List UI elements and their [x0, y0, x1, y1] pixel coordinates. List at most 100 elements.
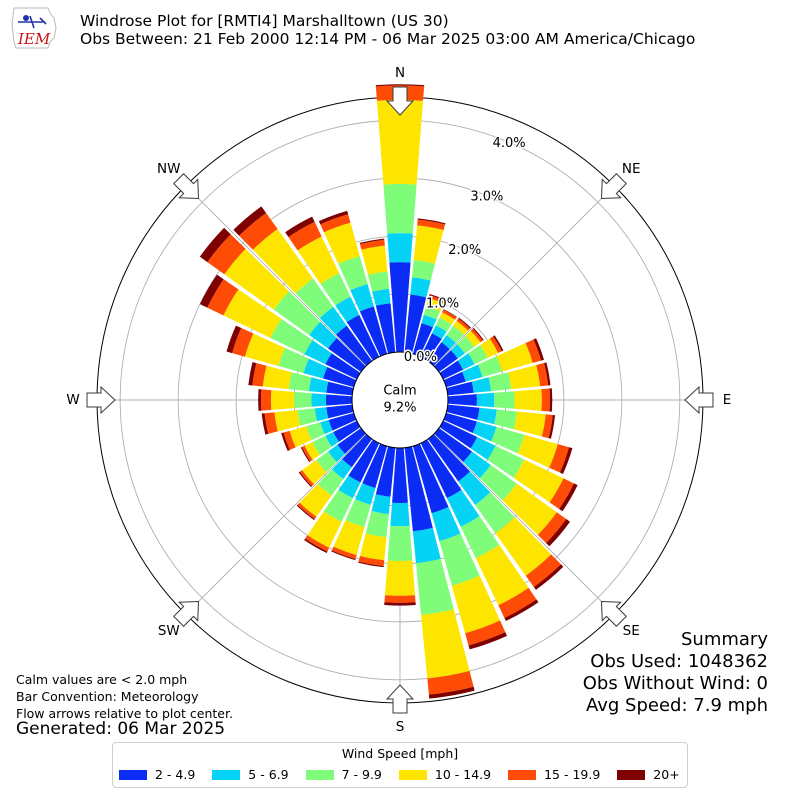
- grid-spoke: [433, 185, 615, 367]
- bar-segment: [359, 306, 388, 357]
- bar-segment: [389, 262, 411, 353]
- bar-segment: [367, 271, 390, 292]
- bar-segment: [248, 362, 257, 386]
- grid-spoke: [433, 433, 615, 615]
- summary-obs-without-wind: Obs Without Wind: 0: [582, 673, 768, 694]
- bar-segment: [435, 317, 452, 332]
- plot-title: Windrose Plot for [RMTI4] Marshalltown (…: [80, 12, 449, 30]
- generated-date: Generated: 06 Mar 2025: [16, 719, 226, 739]
- bar-segment: [417, 218, 446, 225]
- legend-label: 10 - 14.9: [434, 767, 492, 782]
- bar-segment: [421, 609, 470, 679]
- legend-label: 5 - 6.9: [248, 767, 289, 782]
- bar-segment: [439, 360, 464, 380]
- bar-segment: [384, 602, 416, 606]
- bar-segment: [346, 314, 380, 361]
- bar-segment: [412, 323, 433, 357]
- bar-segment: [472, 421, 497, 442]
- grid-spoke: [185, 185, 367, 367]
- bar-segment: [549, 444, 570, 473]
- bar-segment: [383, 183, 417, 234]
- flow-arrow-icon: [601, 173, 627, 199]
- flow-arrow-icon: [601, 601, 627, 627]
- bar-segment: [301, 445, 313, 462]
- legend-item: 7 - 9.9: [305, 767, 382, 782]
- bar-segment: [316, 451, 337, 473]
- bar-segment: [475, 544, 529, 606]
- bar-segment: [304, 538, 328, 554]
- bar-segment: [309, 321, 337, 349]
- bar-segment: [392, 447, 408, 504]
- bar-segment: [494, 409, 517, 430]
- bar-segment: [325, 394, 353, 406]
- bar-segment: [479, 465, 517, 501]
- direction-label-s: S: [396, 719, 405, 735]
- bar-segment: [413, 225, 444, 264]
- bar-segment: [443, 371, 466, 388]
- bar-segment: [295, 278, 334, 319]
- bar-segment: [375, 446, 396, 497]
- legend-title: Wind Speed [mph]: [341, 746, 459, 761]
- legend-swatch: [119, 769, 147, 780]
- bar-segment: [331, 546, 357, 559]
- legend-label: 2 - 4.9: [155, 767, 196, 782]
- bar-segment: [258, 389, 262, 411]
- bar-segment: [337, 427, 366, 454]
- bar-segment: [331, 550, 356, 561]
- bar-segment: [199, 274, 224, 308]
- flow-arrow-icon: [385, 86, 415, 116]
- bar-segment: [304, 442, 320, 460]
- summary-obs-used: Obs Used: 1048362: [590, 651, 768, 672]
- bar-segment: [549, 478, 574, 509]
- direction-label-ne: NE: [622, 161, 641, 177]
- bar-segment: [232, 327, 254, 357]
- bar-segment: [327, 338, 366, 373]
- bar-segment: [342, 434, 373, 468]
- bar-segment: [513, 411, 546, 437]
- bar-segment: [262, 365, 292, 390]
- logo-text: IEM: [17, 30, 51, 48]
- bar-segment: [358, 561, 384, 568]
- bar-segment: [274, 410, 301, 432]
- bar-segment: [288, 221, 322, 251]
- bar-segment: [412, 527, 441, 564]
- bar-segment: [420, 439, 462, 499]
- bar-segment: [297, 502, 317, 520]
- bar-segment: [465, 330, 481, 347]
- bar-segment: [513, 459, 564, 503]
- radial-tick-label: 0.0%: [404, 350, 437, 365]
- bar-segment: [306, 422, 325, 441]
- bar-segment: [319, 306, 347, 335]
- bar-segment: [298, 471, 312, 488]
- bar-segment: [305, 535, 330, 552]
- bar-segment: [199, 227, 231, 263]
- bar-segment: [273, 291, 321, 335]
- bar-segment: [320, 419, 333, 435]
- bar-segment: [489, 336, 502, 353]
- legend-swatch: [508, 769, 537, 780]
- bar-segment: [463, 451, 491, 479]
- bar-segment: [458, 317, 471, 329]
- bar-segment: [226, 325, 242, 354]
- bar-segment: [331, 459, 352, 480]
- bar-segment: [548, 414, 556, 439]
- bar-segment: [362, 443, 388, 489]
- bar-segment: [498, 587, 537, 618]
- flow-arrow-icon: [173, 173, 199, 199]
- bar-segment: [296, 504, 315, 521]
- bar-segment: [427, 434, 471, 482]
- bar-segment: [384, 560, 416, 596]
- bar-segment: [446, 404, 480, 420]
- bar-segment: [390, 502, 410, 527]
- bar-segment: [307, 511, 342, 548]
- legend-swatch: [305, 769, 334, 780]
- bar-segment: [325, 353, 361, 380]
- bar-segment: [314, 407, 329, 422]
- bar-segment: [465, 620, 506, 646]
- bar-segment: [457, 336, 475, 354]
- bar-segment: [318, 210, 349, 225]
- bar-segment: [308, 377, 329, 393]
- summary-avg-speed: Avg Speed: 7.9 mph: [586, 695, 768, 716]
- bar-segment: [376, 99, 424, 185]
- bar-segment: [541, 414, 553, 439]
